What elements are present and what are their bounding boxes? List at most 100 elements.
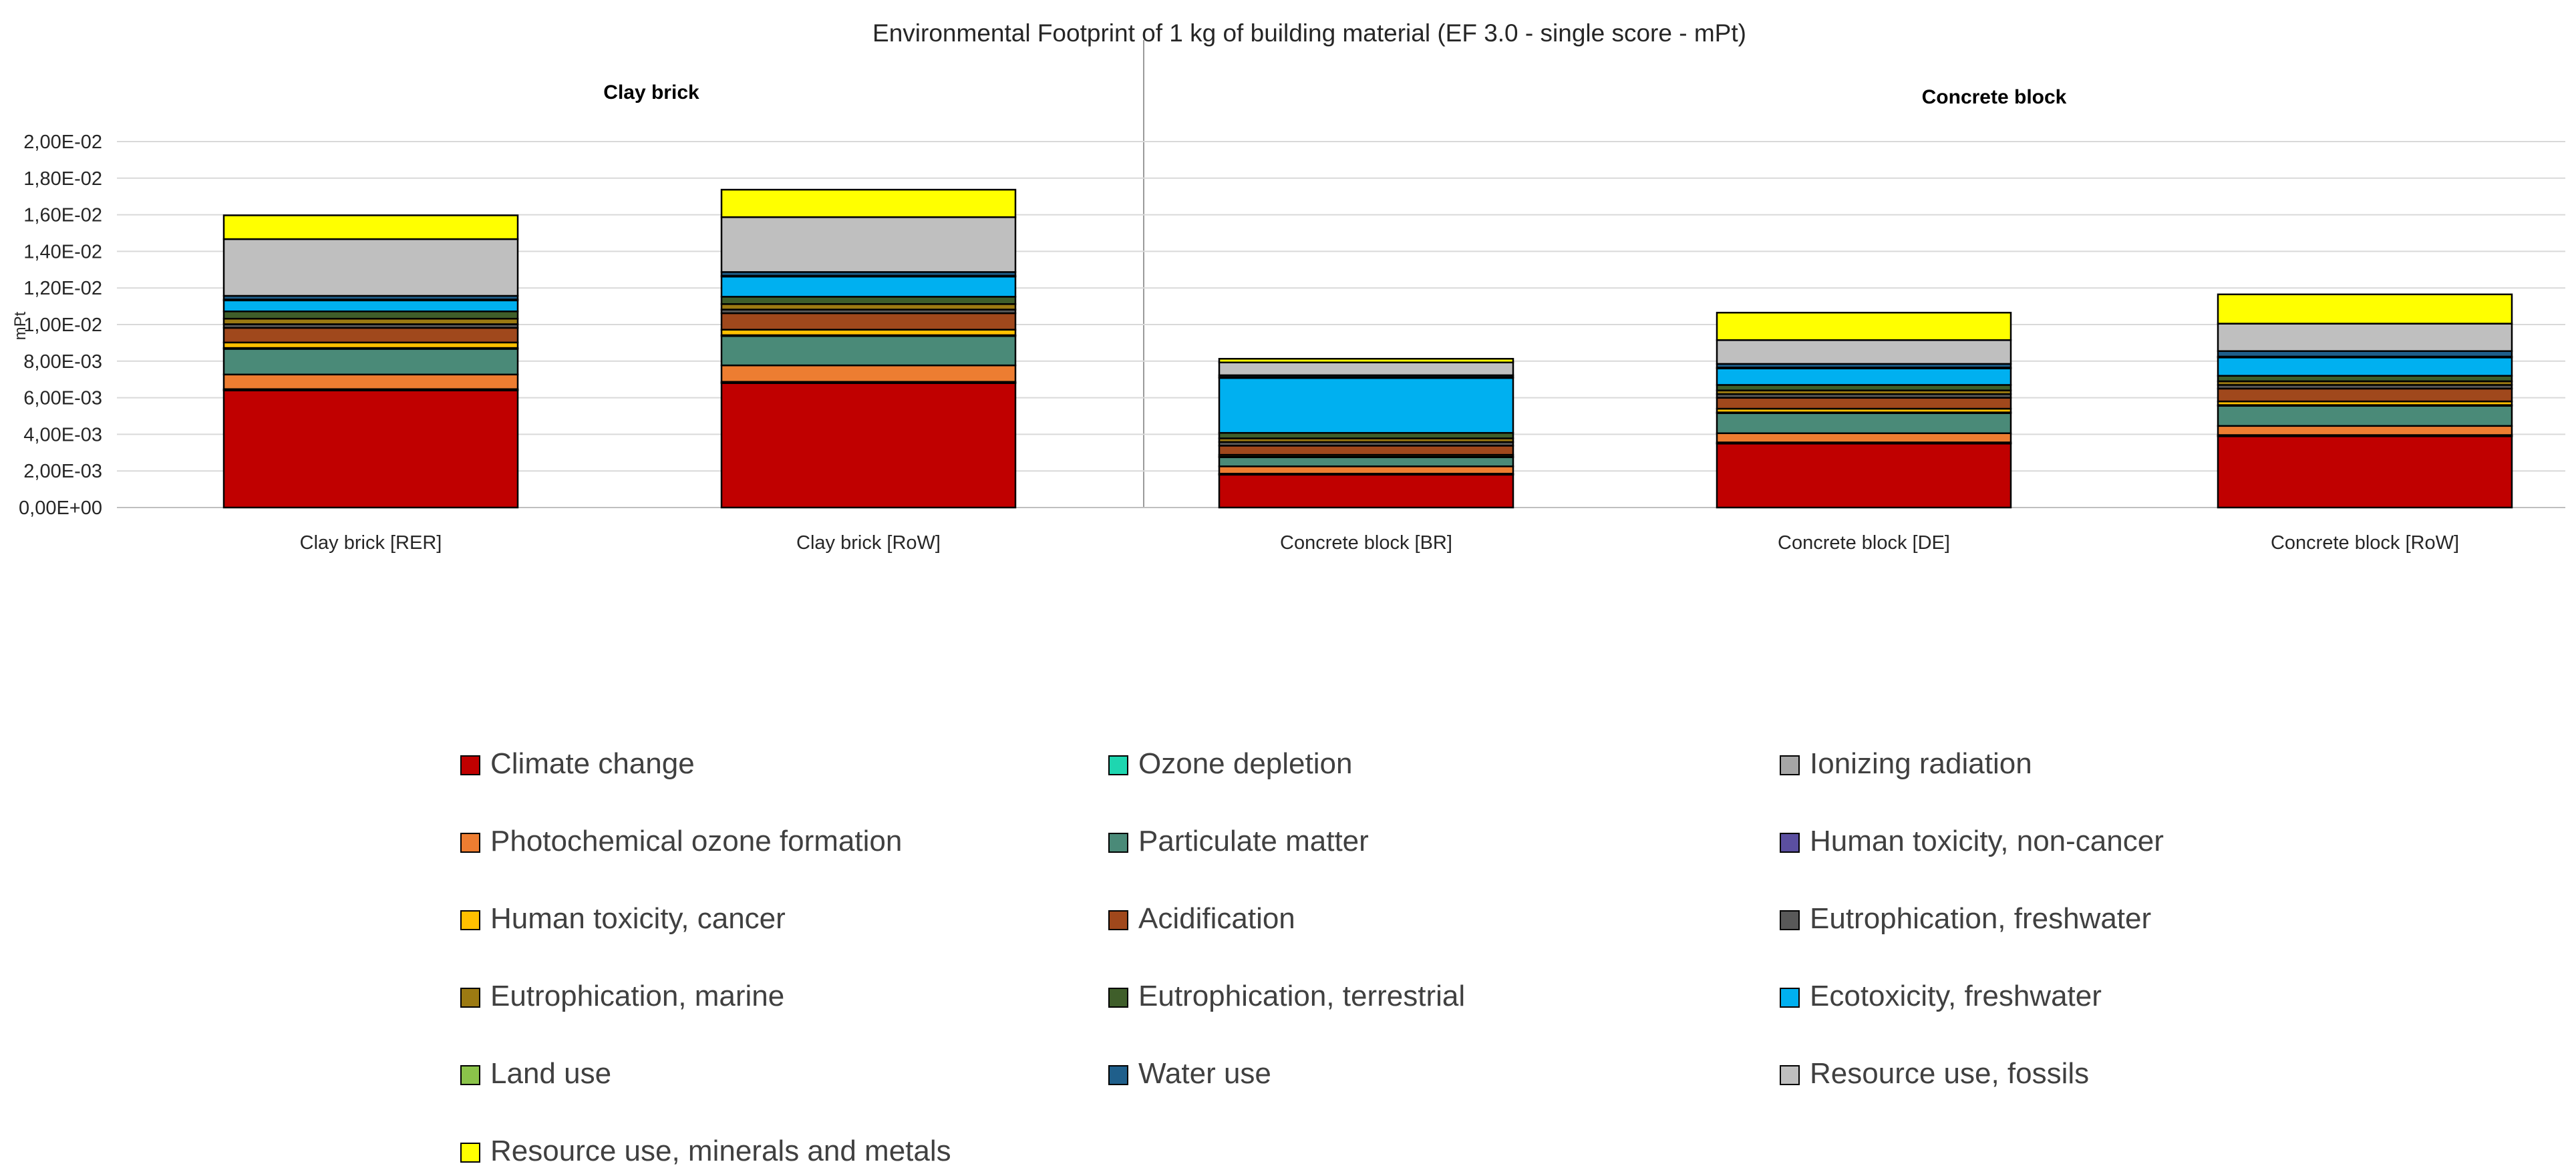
- bar-segment-resource-use-fossils: [2217, 323, 2513, 352]
- bar-segment-particulate-matter: [1218, 456, 1514, 467]
- legend-swatch: [460, 988, 480, 1008]
- bar-segment-particulate-matter: [1716, 412, 2012, 435]
- x-tick-label: Clay brick [RoW]: [796, 532, 941, 554]
- bar-segment-resource-use-fossils: [1716, 339, 2012, 365]
- legend-item-water-use: Water use: [1108, 1057, 1271, 1090]
- bars: [222, 188, 2513, 509]
- legend-label: Resource use, minerals and metals: [490, 1135, 951, 1167]
- bar-segment-resource-use-minerals-and-metals: [222, 214, 519, 240]
- bar-segment-resource-use-fossils: [720, 216, 1017, 273]
- bar-segment-ecotoxicity-freshwater: [222, 299, 519, 313]
- bar-segment-resource-use-minerals-and-metals: [1716, 311, 2012, 341]
- legend-swatch: [1108, 1065, 1128, 1085]
- legend-label: Eutrophication, freshwater: [1810, 902, 2151, 935]
- bar-segment-ecotoxicity-freshwater: [1716, 367, 2012, 386]
- bar-segment-particulate-matter: [720, 335, 1017, 367]
- x-tick-label: Concrete block [RoW]: [2271, 532, 2459, 554]
- legend-swatch: [1108, 833, 1128, 853]
- bar-segment-ecotoxicity-freshwater: [1218, 377, 1514, 434]
- bar-segment-resource-use-minerals-and-metals: [1218, 357, 1514, 363]
- bar-segment-photochemical-ozone-formation: [1218, 465, 1514, 475]
- bar-stack-concrete-block-row: [2217, 293, 2513, 509]
- legend-label: Eutrophication, terrestrial: [1138, 980, 1465, 1012]
- bar-segment-eutrophication-terrestrial: [222, 311, 519, 320]
- bar-segment-acidification: [2217, 387, 2513, 403]
- legend-item-ionizing-radiation: Ionizing radiation: [1780, 747, 2032, 780]
- legend-label: Ecotoxicity, freshwater: [1810, 980, 2102, 1012]
- bar-segment-acidification: [222, 327, 519, 344]
- bar-segment-ecotoxicity-freshwater: [2217, 357, 2513, 377]
- legend-label: Ozone depletion: [1138, 747, 1352, 780]
- bar-segment-climate-change: [222, 389, 519, 509]
- bar-stack-clay-brick-row: [720, 188, 1017, 509]
- bar-segment-resource-use-fossils: [1218, 361, 1514, 377]
- bar-segment-photochemical-ozone-formation: [222, 373, 519, 390]
- bar-segment-acidification: [1218, 445, 1514, 456]
- bar-segment-climate-change: [1716, 442, 2012, 509]
- legend-item-human-toxicity-cancer: Human toxicity, cancer: [460, 902, 786, 935]
- legend: Climate change Ozone depletion Ionizing ra…: [460, 747, 2164, 1167]
- legend-label: Eutrophication, marine: [490, 980, 784, 1012]
- legend-item-photochemical-ozone-formation: Photochemical ozone formation: [460, 825, 902, 857]
- bar-segment-photochemical-ozone-formation: [1716, 432, 2012, 443]
- legend-label: Water use: [1138, 1057, 1271, 1090]
- y-tick-label: 4,00E-03: [23, 424, 102, 445]
- legend-item-acidification: Acidification: [1108, 902, 1295, 935]
- legend-item-land-use: Land use: [460, 1057, 611, 1090]
- y-tick-label: 1,00E-02: [23, 315, 102, 336]
- legend-item-ecotoxicity-freshwater: Ecotoxicity, freshwater: [1780, 980, 2102, 1012]
- x-tick-label: Clay brick [RER]: [300, 532, 442, 554]
- y-tick-label: 1,60E-02: [23, 205, 102, 226]
- bar-segment-ecotoxicity-freshwater: [720, 275, 1017, 298]
- legend-swatch: [460, 755, 480, 775]
- legend-item-climate-change: Climate change: [460, 747, 695, 780]
- chart-title: Environmental Footprint of 1 kg of build…: [872, 19, 1746, 47]
- legend-item-resource-use-minerals-and-metals: Resource use, minerals and metals: [460, 1135, 951, 1167]
- legend-swatch: [1780, 755, 1800, 775]
- bar-segment-acidification: [720, 312, 1017, 331]
- legend-swatch: [1108, 755, 1128, 775]
- y-tick-label: 6,00E-03: [23, 388, 102, 409]
- legend-swatch: [460, 1065, 480, 1085]
- legend-swatch: [1108, 910, 1128, 930]
- bar-segment-resource-use-minerals-and-metals: [720, 188, 1017, 218]
- x-axis-ticks: Clay brick [RER] Clay brick [RoW] Concrete…: [300, 532, 2459, 554]
- group-label-clay-brick: Clay brick: [603, 81, 699, 104]
- y-tick-label: 8,00E-03: [23, 351, 102, 373]
- legend-swatch: [460, 833, 480, 853]
- legend-item-eutrophication-freshwater: Eutrophication, freshwater: [1780, 902, 2151, 935]
- y-axis-ticks: 0,00E+00 2,00E-03 4,00E-03 6,00E-03 8,00E-03…: [19, 132, 102, 519]
- legend-label: Climate change: [490, 747, 695, 780]
- y-axis-label: mPt: [11, 311, 29, 340]
- legend-swatch: [1780, 988, 1800, 1008]
- legend-item-ozone-depletion: Ozone depletion: [1108, 747, 1352, 780]
- legend-label: Particulate matter: [1138, 825, 1369, 857]
- bar-segment-particulate-matter: [2217, 405, 2513, 427]
- legend-label: Resource use, fossils: [1810, 1057, 2089, 1090]
- legend-swatch: [1108, 988, 1128, 1008]
- x-tick-label: Concrete block [BR]: [1280, 532, 1452, 554]
- bar-stack-concrete-block-br: [1218, 357, 1514, 509]
- legend-item-resource-use-fossils: Resource use, fossils: [1780, 1057, 2089, 1090]
- group-label-concrete-block: Concrete block: [1922, 86, 2067, 108]
- bar-segment-climate-change: [1218, 473, 1514, 509]
- bar-segment-particulate-matter: [222, 348, 519, 376]
- legend-label: Photochemical ozone formation: [490, 825, 902, 857]
- legend-label: Human toxicity, non-cancer: [1810, 825, 2164, 857]
- legend-swatch: [1780, 910, 1800, 930]
- legend-item-eutrophication-marine: Eutrophication, marine: [460, 980, 784, 1012]
- y-tick-label: 1,80E-02: [23, 168, 102, 190]
- bar-segment-climate-change: [720, 382, 1017, 509]
- bar-segment-photochemical-ozone-formation: [2217, 425, 2513, 436]
- legend-swatch: [1780, 833, 1800, 853]
- legend-label: Land use: [490, 1057, 611, 1090]
- bar-segment-resource-use-fossils: [222, 238, 519, 297]
- bar-segment-climate-change: [2217, 435, 2513, 509]
- legend-label: Acidification: [1138, 902, 1295, 935]
- legend-item-eutrophication-terrestrial: Eutrophication, terrestrial: [1108, 980, 1465, 1012]
- x-tick-label: Concrete block [DE]: [1778, 532, 1950, 554]
- legend-item-human-toxicity-non-cancer: Human toxicity, non-cancer: [1780, 825, 2164, 857]
- legend-item-particulate-matter: Particulate matter: [1108, 825, 1369, 857]
- y-tick-label: 1,20E-02: [23, 278, 102, 299]
